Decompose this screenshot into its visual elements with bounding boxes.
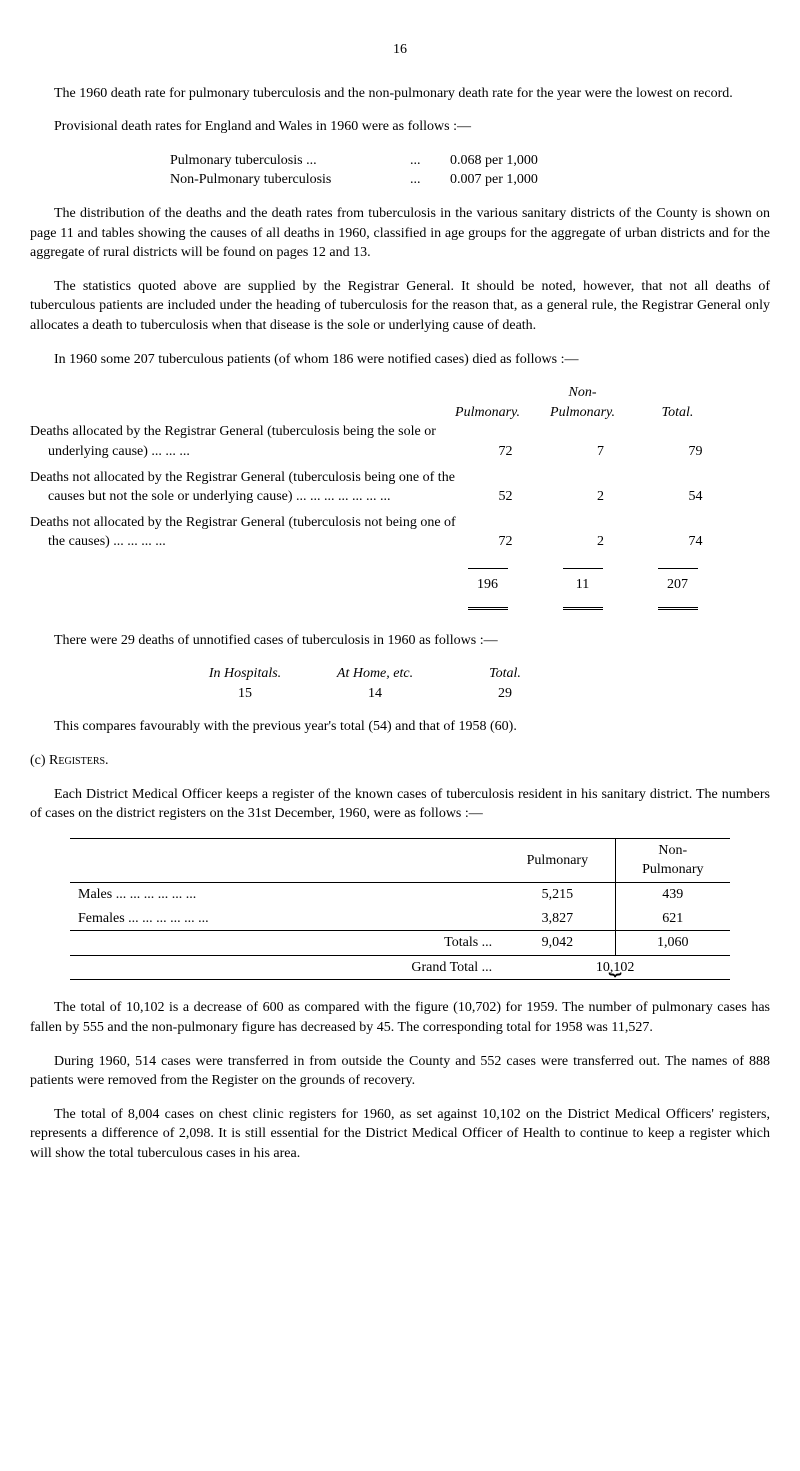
stats-header: Pulmonary. Non- Pulmonary. Total.	[30, 383, 770, 422]
stats-col-header: Pulmonary.	[440, 383, 535, 422]
grand-total-label: Grand Total ...	[70, 955, 500, 980]
total-8004-paragraph: The total of 8,004 cases on chest clinic…	[30, 1105, 770, 1164]
stats-row: Deaths not allocated by the Registrar Ge…	[30, 513, 770, 552]
statistics-paragraph: The statistics quoted above are supplied…	[30, 277, 770, 336]
registers-table: Pulmonary Non- Pulmonary Males ... ... ..…	[70, 838, 730, 981]
hosp-header: At Home, etc.	[310, 664, 440, 684]
hosp-value: 15	[180, 684, 310, 704]
stats-value: 2	[553, 532, 648, 552]
rate-ellipsis: ...	[410, 151, 450, 171]
each-district-paragraph: Each District Medical Officer keeps a re…	[30, 785, 770, 824]
stats-total-value: 196	[440, 575, 535, 595]
distribution-paragraph: The distribution of the deaths and the d…	[30, 204, 770, 263]
provisional-intro: Provisional death rates for England and …	[30, 117, 770, 137]
rate-row: Pulmonary tuberculosis ... ... 0.068 per…	[170, 151, 770, 171]
heading-prefix: (c)	[30, 753, 49, 768]
rate-ellipsis: ...	[410, 170, 450, 190]
stats-table: Pulmonary. Non- Pulmonary. Total. Deaths…	[30, 383, 770, 617]
in-1960-paragraph: In 1960 some 207 tuberculous patients (o…	[30, 350, 770, 370]
hosp-header-row: In Hospitals. At Home, etc. Total.	[180, 664, 770, 684]
during-1960-paragraph: During 1960, 514 cases were transferred …	[30, 1052, 770, 1091]
header-total: Total.	[662, 405, 694, 420]
header-pulmonary: Pulmonary	[527, 853, 588, 868]
cause-label: Deaths not allocated by the Registrar Ge…	[30, 513, 458, 552]
stats-col-header: Total.	[630, 383, 725, 422]
rate-value: 0.068 per 1,000	[450, 151, 600, 171]
stats-value: 72	[458, 442, 553, 462]
registers-heading: (c) Registers.	[30, 751, 770, 771]
stats-value: 74	[648, 532, 743, 552]
hosp-value-row: 15 14 29	[180, 684, 770, 704]
page-number: 16	[30, 40, 770, 60]
total-10102-paragraph: The total of 10,102 is a decrease of 600…	[30, 998, 770, 1037]
table-header: Pulmonary	[500, 838, 615, 882]
hosp-header: Total.	[440, 664, 570, 684]
table-grand-total-row: Grand Total ... ⏟ 10,102	[70, 955, 730, 980]
row-value: 5,215	[500, 883, 615, 907]
header-non-bot: Pulmonary	[642, 862, 703, 877]
header-non-top: Non-	[658, 843, 687, 858]
header-non-pulmonary: Pulmonary.	[550, 405, 615, 420]
rule-row	[30, 597, 770, 617]
rate-row: Non-Pulmonary tuberculosis ... 0.007 per…	[170, 170, 770, 190]
intro-paragraph: The 1960 death rate for pulmonary tuberc…	[30, 84, 770, 104]
hosp-value: 14	[310, 684, 440, 704]
row-value: 439	[615, 883, 730, 907]
hosp-value: 29	[440, 684, 570, 704]
row-value: 3,827	[500, 907, 615, 931]
header-pulmonary: Pulmonary.	[455, 405, 520, 420]
row-value: 621	[615, 907, 730, 931]
table-header-row: Pulmonary Non- Pulmonary	[70, 838, 730, 882]
totals-label: Totals ...	[70, 931, 500, 956]
rates-block: Pulmonary tuberculosis ... ... 0.068 per…	[170, 151, 770, 190]
table-row: Males ... ... ... ... ... ... 5,215 439	[70, 883, 730, 907]
stats-row: Deaths not allocated by the Registrar Ge…	[30, 468, 770, 507]
rate-value: 0.007 per 1,000	[450, 170, 600, 190]
stats-value: 54	[648, 487, 743, 507]
hospitals-table: In Hospitals. At Home, etc. Total. 15 14…	[30, 664, 770, 703]
rule-row	[30, 556, 770, 576]
cause-label: Deaths allocated by the Registrar Genera…	[30, 422, 458, 461]
row-label: Females ... ... ... ... ... ...	[70, 907, 500, 931]
stats-value: 2	[553, 487, 648, 507]
stats-col-header: Non- Pulmonary.	[535, 383, 630, 422]
table-header: Non- Pulmonary	[615, 838, 730, 882]
stats-total-row: 196 11 207	[30, 575, 770, 595]
heading-text: Registers.	[49, 753, 109, 768]
rate-label: Pulmonary tuberculosis ...	[170, 151, 410, 171]
stats-value: 72	[458, 532, 553, 552]
brace-icon: ⏟	[500, 948, 730, 979]
grand-total-cell: ⏟ 10,102	[500, 955, 730, 980]
header-non: Non-	[569, 385, 597, 400]
rate-label: Non-Pulmonary tuberculosis	[170, 170, 410, 190]
stats-total-value: 207	[630, 575, 725, 595]
row-label: Males ... ... ... ... ... ...	[70, 883, 500, 907]
table-row: Females ... ... ... ... ... ... 3,827 62…	[70, 907, 730, 931]
stats-total-value: 11	[535, 575, 630, 595]
stats-value: 52	[458, 487, 553, 507]
twentynine-deaths-paragraph: There were 29 deaths of unnotified cases…	[30, 631, 770, 651]
cause-label: Deaths not allocated by the Registrar Ge…	[30, 468, 458, 507]
stats-value: 7	[553, 442, 648, 462]
stats-value: 79	[648, 442, 743, 462]
stats-row: Deaths allocated by the Registrar Genera…	[30, 422, 770, 461]
compares-paragraph: This compares favourably with the previo…	[30, 717, 770, 737]
hosp-header: In Hospitals.	[180, 664, 310, 684]
